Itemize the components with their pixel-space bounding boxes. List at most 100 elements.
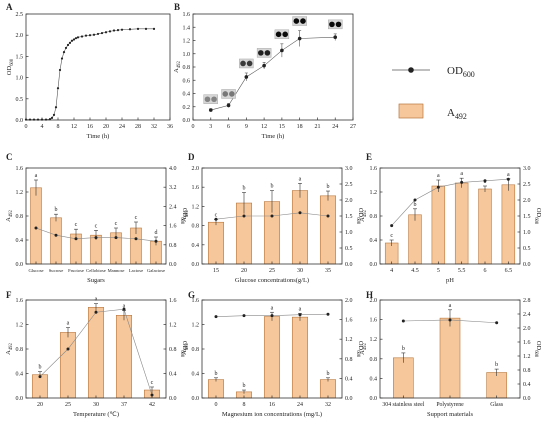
well-spot	[222, 91, 229, 97]
data-point	[76, 36, 80, 39]
x-tick-label: Lactose	[129, 268, 143, 273]
y-tick-label: 1.5	[16, 54, 24, 60]
significance-letter: c	[135, 215, 138, 221]
x-tick-label: 25	[269, 268, 275, 274]
bar	[501, 184, 516, 265]
y-tick-label: 0.2	[183, 105, 191, 111]
y-tick-label: 1.2	[370, 337, 378, 343]
significance-letter: b	[271, 184, 274, 190]
y-tick-label: 0.8	[370, 214, 378, 220]
bar	[50, 217, 62, 265]
series-line	[26, 28, 154, 120]
od-point	[483, 179, 487, 183]
data-point	[36, 118, 40, 121]
x-tick-label: 6	[227, 124, 230, 130]
od-line	[391, 178, 509, 226]
well-spot	[258, 50, 264, 56]
od-point	[506, 177, 510, 181]
y2-axis-label: OD600	[179, 208, 188, 225]
data-point	[280, 48, 284, 53]
y2-tick-label: 0.0	[345, 396, 353, 402]
od-point	[460, 180, 464, 184]
significance-letter: a	[67, 321, 70, 327]
bar	[116, 315, 133, 399]
y-tick-label: 1.6	[183, 12, 191, 18]
od-point	[74, 237, 78, 241]
x-tick-label: 20	[37, 402, 43, 408]
well-spot	[240, 60, 246, 67]
y-tick-label: 2.0	[16, 33, 24, 39]
x-tick-label: 20	[103, 124, 109, 130]
x-axis-label: Magnesium ion concentrations (mg/L)	[222, 411, 322, 418]
bar	[478, 188, 492, 265]
series-line	[210, 36, 336, 111]
y-tick-label: 1.0	[16, 76, 24, 82]
y-tick-label: 0.4	[370, 376, 378, 382]
x-tick-label: 4	[41, 124, 44, 130]
od-point	[38, 375, 42, 379]
well-spot	[275, 31, 282, 38]
x-tick-label: Glass	[490, 402, 504, 408]
bar	[393, 357, 414, 399]
y-tick-label: 1.2	[192, 323, 200, 329]
plot-frame	[25, 13, 171, 121]
x-axis-label: Glucose concentrations(g/L)	[235, 277, 309, 284]
y2-tick-label: 3.0	[345, 166, 353, 172]
y-tick-label: 0.8	[192, 347, 200, 353]
panel-letter-G: G	[188, 290, 195, 300]
x-tick-label: 0	[215, 402, 218, 408]
data-point	[64, 46, 68, 50]
y2-tick-label: 0.5	[523, 246, 531, 252]
x-tick-label: 6	[484, 268, 487, 274]
data-point	[88, 34, 92, 37]
x-tick-label: 12	[261, 124, 267, 130]
y-tick-label: 0.8	[183, 65, 191, 71]
od-point	[150, 393, 154, 397]
bar	[30, 187, 42, 265]
y-tick-label: 2.5	[16, 12, 24, 18]
y-tick-label: 0.0	[370, 262, 378, 268]
data-point	[100, 31, 104, 35]
y2-tick-label: 2.5	[345, 182, 353, 188]
od-point	[122, 307, 126, 311]
significance-letter: c	[151, 380, 154, 386]
significance-letter: a	[271, 305, 274, 311]
y2-tick-label: 2.0	[523, 198, 531, 204]
x-tick-label: 0	[25, 124, 28, 130]
well-image	[274, 29, 290, 40]
significance-letter: a	[507, 172, 510, 178]
od-point	[401, 319, 405, 323]
data-point	[66, 43, 70, 47]
y2-tick-label: 1.2	[345, 337, 353, 343]
x-tick-label: Fructose	[68, 268, 84, 273]
y2-tick-label: 1.0	[523, 230, 531, 236]
y-axis-label: A492	[181, 209, 190, 221]
y-tick-label: 0.4	[183, 92, 191, 98]
y-tick-label: 1.2	[370, 190, 378, 196]
od-point	[390, 224, 394, 228]
y2-axis-label: OD600	[179, 341, 188, 358]
x-tick-label: 24	[119, 124, 125, 130]
data-point	[244, 75, 249, 79]
y-tick-label: 1.6	[370, 318, 378, 324]
significance-letter: c	[215, 212, 218, 218]
data-point	[68, 41, 72, 44]
y-axis-label: A492	[359, 342, 368, 354]
x-tick-label: 28	[135, 124, 141, 130]
y-tick-label: 0.4	[192, 372, 200, 378]
y-tick-label: 1.4	[183, 25, 191, 31]
y-tick-label: 0.6	[183, 78, 191, 84]
panel-H: Hb a b 0.0 0.4 0.8 1.2 1.6 2.0 0.0 0.4 0.8 1.2 1.6 2.0…	[359, 290, 542, 418]
y2-tick-label: 0.8	[523, 368, 531, 374]
significance-letter: d	[155, 230, 158, 236]
y-axis-label: A492	[173, 60, 182, 72]
od-point	[326, 312, 330, 316]
data-point	[297, 36, 302, 41]
y-tick-label: 1.6	[16, 166, 24, 172]
data-point	[40, 118, 44, 121]
od-point	[436, 185, 440, 189]
data-point	[58, 68, 62, 72]
significance-letter: a	[437, 173, 440, 179]
od-point	[66, 347, 70, 351]
y2-tick-label: 1.6	[169, 298, 177, 304]
